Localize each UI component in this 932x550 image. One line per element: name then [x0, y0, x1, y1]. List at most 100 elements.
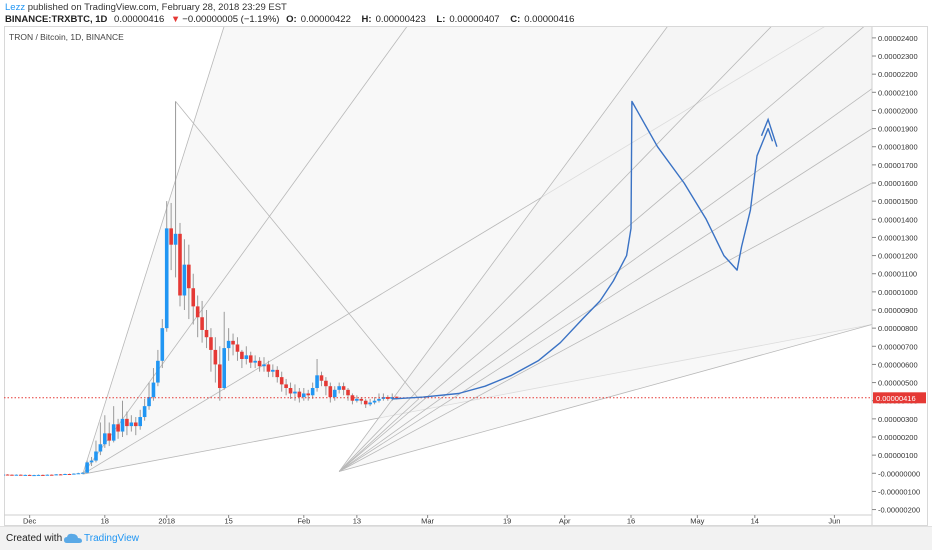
close-value: 0.00000416	[524, 14, 575, 25]
candle-body	[32, 475, 36, 477]
chart-frame[interactable]	[4, 26, 928, 526]
candle-body	[107, 433, 112, 441]
time-axis-label: 18	[101, 517, 109, 526]
candle-body	[240, 351, 244, 359]
candle-body	[111, 424, 116, 441]
high-label: H:	[361, 14, 372, 25]
time-axis-label: Mar	[421, 517, 434, 526]
candle-body	[173, 233, 178, 245]
candle-body	[222, 348, 227, 389]
price-axis-label: 0.00001300	[878, 233, 918, 242]
candle-body	[76, 473, 81, 475]
candle-body	[377, 398, 381, 401]
down-arrow-icon: ▼	[170, 14, 181, 25]
candle-body	[187, 264, 191, 289]
open-label: O:	[286, 14, 297, 25]
time-axis-label: 15	[224, 517, 232, 526]
price-change: −0.00000005 (−1.19%)	[182, 14, 280, 25]
candle-body	[138, 417, 142, 427]
price-axis-label: 0.00002100	[878, 88, 918, 97]
candle-body	[85, 462, 89, 473]
candle-body	[324, 380, 328, 387]
candle-body	[257, 360, 262, 367]
chart-title: TRON / Bitcoin, 1D, BINANCE	[9, 32, 124, 42]
author-link[interactable]: Lezz	[5, 2, 26, 13]
current-price-label: 0.00000416	[876, 394, 916, 403]
candle-body	[284, 384, 288, 389]
candle-body	[350, 395, 355, 401]
gann-fan-line	[338, 182, 872, 472]
price-axis-label: 0.00000800	[878, 324, 918, 333]
time-axis-label: Dec	[23, 517, 37, 526]
open-value: 0.00000422	[300, 14, 351, 25]
candle-body	[288, 388, 293, 394]
time-axis-label: 13	[353, 517, 361, 526]
candle-body	[98, 444, 103, 452]
gann-fan-line	[338, 27, 772, 472]
price-axis-label: 0.00000700	[878, 342, 918, 351]
price-axis-label: -0.00000100	[878, 487, 920, 496]
price-axis-label: 0.00001700	[878, 161, 918, 170]
price-axis-label: -0.00000200	[878, 506, 920, 515]
candle-body	[89, 460, 94, 463]
candle-body	[368, 402, 372, 405]
candle-body	[213, 349, 218, 365]
price-axis-label: 0.00001200	[878, 252, 918, 261]
candle-body	[315, 375, 319, 389]
candle-body	[27, 474, 32, 476]
close-label: C:	[510, 14, 521, 25]
price-axis-label: 0.00002200	[878, 70, 918, 79]
candle-body	[217, 364, 222, 389]
candle-body	[72, 473, 76, 475]
gann-triangle-line	[175, 101, 420, 472]
gann-fan-line	[338, 128, 872, 472]
candle-body	[10, 474, 14, 476]
price-axis-label: 0.00000500	[878, 379, 918, 388]
candle-body	[125, 418, 129, 427]
candle-body	[341, 386, 346, 390]
candle-body	[142, 406, 147, 418]
candle-body	[129, 422, 134, 427]
candle-body	[306, 393, 311, 396]
candle-body	[191, 288, 196, 307]
candle-body	[200, 317, 204, 330]
gann-fan-line	[338, 88, 872, 472]
footer-bar: Created with TradingView	[0, 526, 932, 550]
candle-body	[80, 472, 85, 474]
price-axis-label: 0.00001000	[878, 288, 918, 297]
candle-body	[133, 422, 138, 427]
candle-body	[169, 228, 173, 245]
candle-body	[58, 474, 63, 476]
symbol-label: BINANCE:TRXBTC, 1D	[5, 14, 108, 25]
candle-body	[275, 369, 280, 378]
price-axis-label: 0.00000600	[878, 360, 918, 369]
gann-fan-line	[82, 27, 225, 475]
candle-body	[235, 344, 240, 352]
candle-body	[253, 360, 257, 363]
price-axis-label: -0.00000000	[878, 469, 920, 478]
candle-body	[19, 474, 23, 476]
candle-body	[301, 393, 306, 398]
price-axis-label: 0.00002300	[878, 52, 918, 61]
price-axis-label: 0.00001900	[878, 125, 918, 134]
candle-body	[116, 424, 120, 432]
price-axis-label: 0.00001100	[878, 270, 917, 279]
current-price-tag	[873, 392, 926, 404]
candle-body	[319, 375, 324, 381]
candle-body	[147, 397, 151, 407]
low-label: L:	[436, 14, 446, 25]
gann-fan-line	[339, 324, 872, 472]
high-value: 0.00000423	[375, 14, 426, 25]
time-axis-label: 19	[503, 517, 511, 526]
candle-body	[103, 433, 107, 445]
candle-body	[394, 396, 399, 398]
gann-fan-shade	[339, 27, 872, 472]
candle-body	[244, 355, 249, 359]
candle-body	[195, 306, 200, 318]
tradingview-brand-link[interactable]: TradingView	[84, 533, 140, 544]
price-chart[interactable]: 0.00002400 0.00002300 0.00002200 0.00002100…	[0, 0, 932, 526]
price-axis-label: 0.00000200	[878, 433, 918, 442]
price-axis-label: 0.00000100	[878, 451, 918, 460]
candle-body	[204, 329, 209, 338]
price-axis-label: 0.00002000	[878, 106, 918, 115]
